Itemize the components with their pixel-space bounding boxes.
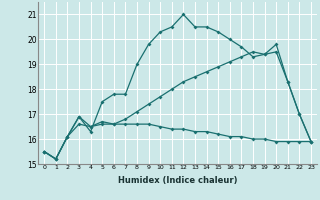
- X-axis label: Humidex (Indice chaleur): Humidex (Indice chaleur): [118, 176, 237, 185]
